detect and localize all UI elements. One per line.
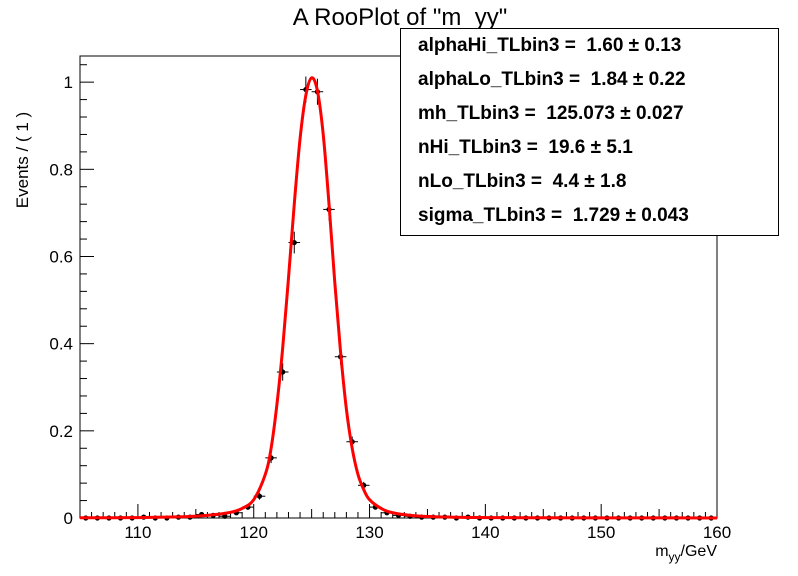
y-axis-label: Events / ( 1 ) [13, 112, 32, 208]
stat-error: 5.1 [606, 137, 633, 158]
plot-frame [79, 55, 718, 519]
stat-name: mh_TLbin3 [418, 103, 520, 124]
x-tick-label: 130 [355, 523, 383, 542]
x-tick-label: 110 [124, 523, 151, 542]
stat-error: 0.043 [641, 205, 689, 226]
stat-error: 0.13 [644, 35, 682, 56]
x-axis-label-main: m [655, 543, 668, 560]
x-tick-label: 150 [587, 523, 615, 542]
y-tick-label: 0.4 [49, 335, 73, 354]
stat-error: 0.027 [635, 103, 684, 124]
stat-error: 0.22 [648, 69, 686, 90]
x-axis-label-sub: yy [669, 550, 681, 564]
stat-row-nlo: nLo_TLbin3 = 4.4 ± 1.8 [418, 171, 627, 192]
stat-value: 1.729 [572, 205, 621, 226]
stat-row-nhi: nHi_TLbin3 = 19.6 ± 5.1 [418, 137, 633, 158]
y-tick-label: 0.8 [49, 160, 73, 179]
x-tick-label: 160 [703, 523, 731, 542]
stat-name: alphaLo_TLbin3 [418, 69, 564, 90]
stat-value: 1.84 [590, 69, 628, 90]
fit-parameters-box: alphaHi_TLbin3 = 1.60 ± 0.13 alphaLo_TLb… [400, 28, 779, 236]
y-tick-label: 0 [64, 509, 73, 528]
stat-name: nHi_TLbin3 [418, 137, 522, 158]
y-tick-label: 0.2 [49, 422, 73, 441]
stat-value: 1.60 [586, 35, 624, 56]
data-marker [291, 239, 297, 246]
y-tick-label: 1 [64, 73, 73, 92]
stat-error: 1.8 [600, 171, 627, 192]
x-tick-label: 120 [240, 523, 268, 542]
stat-name: nLo_TLbin3 [418, 171, 526, 192]
fit-curve [79, 76, 718, 520]
chart-title: A RooPlot of "m_yy" [293, 4, 507, 31]
stat-name: sigma_TLbin3 [418, 205, 546, 226]
stat-value: 125.073 [546, 103, 615, 124]
stat-row-mh: mh_TLbin3 = 125.073 ± 0.027 [418, 103, 684, 124]
stat-row-alphalo: alphaLo_TLbin3 = 1.84 ± 0.22 [418, 69, 686, 90]
y-tick-label: 0.6 [49, 247, 73, 266]
y-axis-ticks [80, 64, 94, 519]
stat-value: 4.4 [552, 171, 580, 192]
x-axis-label: myy/GeV [655, 543, 717, 564]
x-axis-label-unit: /GeV [681, 543, 718, 560]
stat-value: 19.6 [548, 137, 586, 158]
y-axis-tick-labels: 0 0.2 0.4 0.6 0.8 1 [49, 73, 73, 528]
stat-row-sigma: sigma_TLbin3 = 1.729 ± 0.043 [418, 205, 689, 226]
stat-name: alphaHi_TLbin3 [418, 35, 560, 56]
x-axis-tick-labels: 110 120 130 140 150 160 [124, 523, 731, 542]
stat-row-alphahi: alphaHi_TLbin3 = 1.60 ± 0.13 [418, 35, 682, 56]
x-tick-label: 140 [471, 523, 499, 542]
